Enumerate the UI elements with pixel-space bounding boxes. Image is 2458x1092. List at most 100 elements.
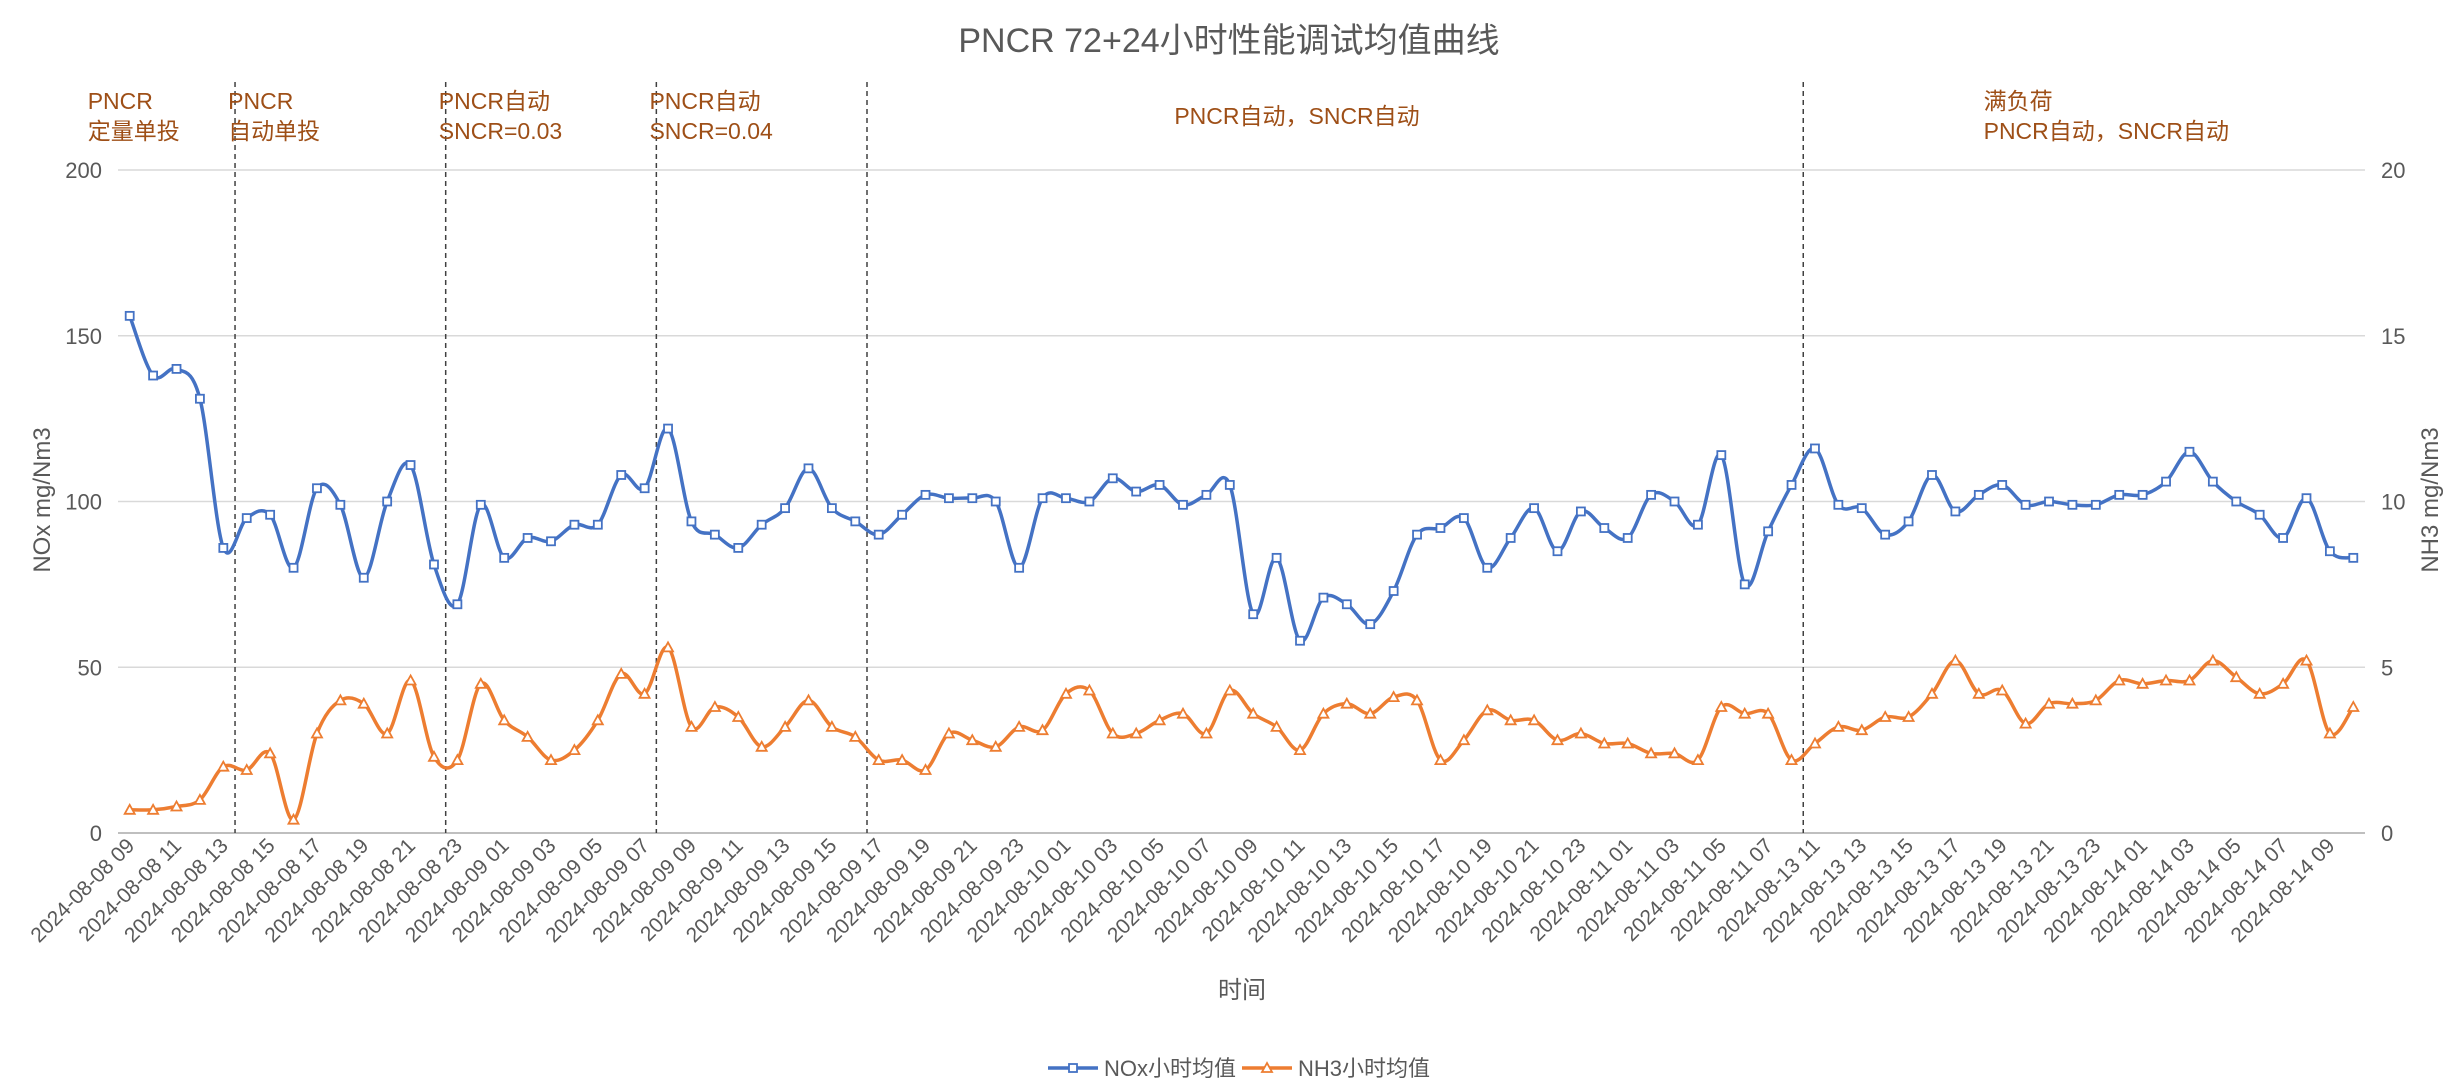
nox-data-point: [592, 519, 603, 530]
nh3-data-point: [591, 713, 605, 726]
nh3-data-point: [1831, 720, 1845, 732]
nh3-data-point: [1035, 723, 1050, 736]
nox-data-point: [1458, 513, 1469, 523]
nox-data-point: [1529, 503, 1539, 514]
nox-data-point: [920, 489, 931, 500]
phase-annotation: 满负荷: [1984, 88, 2053, 114]
phase-annotation: PNCR自动: [439, 88, 550, 114]
nh3-data-point: [1129, 726, 1143, 739]
y-left-tick-label: 150: [65, 324, 102, 349]
nox-data-point: [1950, 506, 1961, 517]
nox-data-point: [709, 529, 720, 540]
nh3-data-point: [778, 720, 792, 732]
nh3-data-point: [263, 746, 277, 759]
legend: NOx小时均值 NH3小时均值: [1048, 1056, 1430, 1081]
nh3-data-point: [1995, 683, 2009, 696]
y-axis-right-label: NH3 mg/Nm3: [2417, 427, 2444, 572]
nox-data-point: [2067, 499, 2078, 510]
nox-data-point: [2090, 499, 2101, 510]
nh3-data-point: [1480, 703, 1494, 716]
nh3-data-point: [1387, 690, 1401, 702]
nh3-data-point: [1082, 683, 1096, 696]
nh3-series-line: [129, 645, 2355, 822]
legend-label-nh3: NH3小时均值: [1298, 1056, 1430, 1081]
nh3-data-point: [2089, 693, 2103, 706]
nox-data-point: [1739, 579, 1750, 590]
nox-data-point: [405, 460, 416, 470]
nox-data-point: [335, 499, 346, 510]
nh3-data-point: [1363, 706, 1377, 719]
nh3-data-point: [333, 693, 347, 706]
x-axis-label: 时间: [1218, 977, 1266, 1004]
nh3-data-point: [380, 726, 394, 739]
nh3-data-point: [1550, 733, 1565, 746]
nox-data-point: [826, 503, 837, 514]
nh3-data-point: [1972, 686, 1986, 699]
nh3-data-point: [1527, 713, 1541, 726]
nox-data-point: [312, 483, 322, 494]
nox-data-point: [1646, 489, 1657, 500]
y-right-tick-label: 15: [2381, 324, 2405, 349]
nox-data-point: [663, 423, 673, 434]
nh3-data-point: [521, 730, 535, 742]
nh3-data-point: [2346, 700, 2360, 712]
nox-data-point: [780, 503, 790, 514]
y-axis-right: 0 5 10 15 20: [2381, 158, 2405, 846]
nh3-data-point: [1059, 686, 1073, 699]
nox-data-point: [756, 519, 767, 530]
nox-data-point: [382, 496, 393, 507]
nox-data-point: [1763, 526, 1774, 537]
nox-data-point: [2161, 476, 2171, 487]
nox-series-line: [128, 315, 2354, 643]
y-left-tick-label: 200: [65, 158, 102, 183]
nh3-data-point: [1855, 723, 1869, 736]
nox-data-point: [1412, 529, 1422, 540]
y-axis-left: 0 50 100 150 200: [65, 158, 102, 846]
nh3-data-point: [216, 759, 230, 772]
nox-data-point: [967, 493, 978, 504]
nox-data-point: [1107, 473, 1118, 484]
nox-data-point: [2231, 496, 2242, 507]
nox-data-point: [569, 519, 580, 530]
y-right-tick-label: 5: [2381, 655, 2393, 680]
nh3-data-point: [2253, 686, 2267, 699]
nh3-data-point: [310, 726, 324, 739]
nh3-data-point: [1761, 706, 1775, 719]
nox-data-point: [1693, 519, 1703, 530]
nh3-data-point: [404, 673, 418, 686]
nox-data-point: [850, 516, 861, 527]
nox-data-point: [1131, 486, 1142, 497]
nh3-data-point: [474, 676, 488, 689]
y-right-tick-label: 0: [2381, 821, 2393, 846]
nox-data-point: [1716, 450, 1727, 460]
nh3-data-point: [2065, 696, 2079, 709]
nh3-data-point: [918, 763, 933, 775]
nh3-data-point: [1948, 653, 1962, 666]
nox-data-point: [1037, 493, 1048, 504]
nh3-data-point: [2229, 670, 2243, 683]
nh3-data-point: [427, 749, 441, 762]
legend-marker-nox: [1068, 1063, 1078, 1073]
nox-data-point: [1810, 443, 1820, 454]
nox-data-point: [358, 572, 369, 583]
nox-data-point: [2137, 489, 2148, 500]
nox-data-point: [429, 559, 439, 570]
nox-data-point: [1856, 503, 1867, 514]
legend-label-nox: NOx小时均值: [1104, 1056, 1236, 1081]
nox-data-point: [1552, 546, 1563, 557]
nox-data-point: [2207, 476, 2218, 487]
nh3-data-point: [2159, 673, 2173, 686]
nh3-data-point: [123, 802, 137, 815]
nh3-data-point: [1667, 746, 1682, 759]
nox-data-point: [2278, 533, 2288, 543]
phase-dividers: [234, 82, 1804, 833]
nh3-data-point: [872, 753, 886, 765]
nox-data-point: [1014, 562, 1025, 573]
nh3-data-point: [497, 713, 511, 726]
nox-data-point: [2114, 489, 2125, 500]
nox-data-point: [288, 562, 299, 573]
nh3-data-point: [1106, 726, 1120, 739]
nh3-data-point: [1340, 696, 1354, 709]
nox-data-point: [1833, 499, 1844, 510]
nh3-data-point: [2136, 676, 2150, 689]
